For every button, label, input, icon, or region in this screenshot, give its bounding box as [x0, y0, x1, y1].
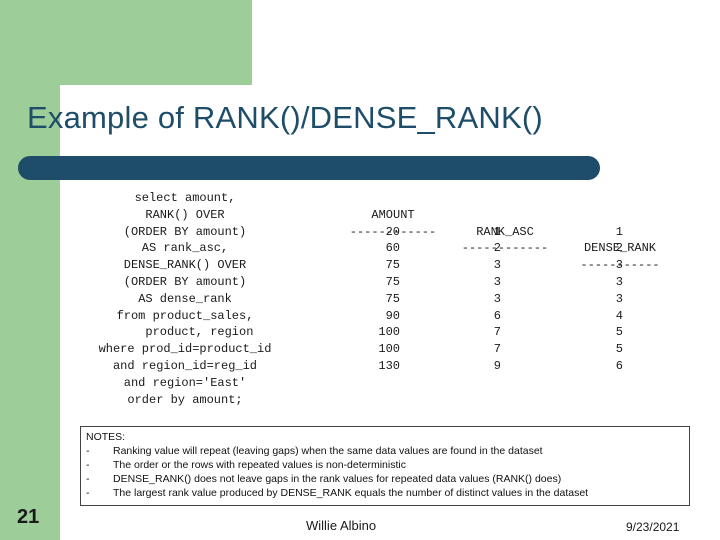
cell-dense-rank: 6	[615, 358, 623, 373]
sql-line: where prod_id=product_id	[98, 342, 272, 357]
footer-author: Willie Albino	[306, 518, 377, 533]
sql-line: (ORDER BY amount)	[123, 274, 247, 289]
sql-line: from product_sales,	[116, 308, 254, 323]
sql-line: and region='East'	[123, 375, 247, 390]
cell-rank-asc: 3	[493, 258, 501, 273]
note-text: The order or the rows with repeated valu…	[113, 459, 406, 471]
table-row: 60 2 2	[345, 240, 623, 257]
table-row: 100 7 5	[345, 324, 623, 341]
note-bullet: -	[86, 459, 90, 471]
note-text: DENSE_RANK() does not leave gaps in the …	[113, 473, 562, 485]
title-underline-bar	[18, 156, 600, 180]
separator-amount: ------------	[349, 224, 437, 239]
sql-line: AS dense_rank	[138, 291, 232, 306]
cell-rank-asc: 9	[493, 358, 501, 373]
cell-rank-asc: 2	[493, 241, 501, 256]
note-item: - The order or the rows with repeated val…	[86, 458, 689, 472]
notes-heading: NOTES:	[86, 431, 126, 443]
table-row: 130 9 6	[345, 358, 623, 375]
separator-rank-asc: ------------	[461, 241, 549, 256]
header-dense-rank: DENSE_RANK	[583, 241, 656, 256]
footer-date: 9/23/2021	[626, 520, 680, 534]
note-item: - Ranking value will repeat (leaving gaps…	[86, 444, 689, 458]
decorative-green-sidebar	[0, 85, 60, 540]
table-row: 90 6 4	[345, 308, 623, 325]
sql-line: and region_id=reg_id	[112, 358, 258, 373]
slide-title: Example of RANK()/DENSE_RANK()	[27, 100, 543, 135]
note-bullet: -	[86, 473, 90, 485]
table-row: 75 3 3	[345, 291, 623, 308]
sql-line: (ORDER BY amount)	[123, 224, 247, 239]
cell-amount: 60	[385, 241, 400, 256]
cell-rank-asc: 3	[493, 291, 501, 306]
cell-rank-asc: 6	[493, 308, 501, 323]
note-text: The largest rank value produced by DENSE…	[113, 487, 589, 499]
sql-line: RANK() OVER	[145, 207, 225, 222]
notes-box: NOTES: - Ranking value will repeat (leavi…	[80, 426, 690, 506]
table-row: 100 7 5	[345, 341, 623, 358]
cell-amount: 100	[378, 342, 400, 357]
sql-line: AS rank_asc,	[141, 241, 229, 256]
note-text: Ranking value will repeat (leaving gaps)…	[113, 445, 543, 457]
cell-dense-rank: 2	[615, 241, 623, 256]
slide-number: 21	[17, 506, 40, 528]
sql-line: product, region	[116, 325, 254, 340]
sql-line: DENSE_RANK() OVER	[123, 258, 247, 273]
cell-dense-rank: 5	[615, 342, 623, 357]
note-item: - The largest rank value produced by DENS…	[86, 486, 689, 500]
query-results-table: AMOUNT RANK_ASC DENSE_RANK ------------ …	[345, 190, 660, 375]
cell-amount: 90	[385, 308, 400, 323]
cell-amount: 100	[378, 325, 400, 340]
cell-rank-asc: 3	[493, 274, 501, 289]
cell-dense-rank: 3	[615, 291, 623, 306]
note-item: - DENSE_RANK() does not leave gaps in the…	[86, 472, 689, 486]
table-row: 75 3 3	[345, 257, 623, 274]
table-row: 75 3 3	[345, 274, 623, 291]
cell-rank-asc: 1	[493, 224, 501, 239]
decorative-green-block	[0, 0, 252, 85]
cell-amount: 75	[385, 258, 400, 273]
note-bullet: -	[86, 487, 90, 499]
sql-line: select amount,	[134, 191, 236, 205]
cell-dense-rank: 4	[615, 308, 623, 323]
results-header-row: AMOUNT RANK_ASC DENSE_RANK	[345, 190, 656, 256]
table-row: 20 1 1	[345, 224, 623, 241]
cell-amount: 130	[378, 358, 400, 373]
sql-query-code: select amount, RANK() OVER (ORDER BY amoun…	[60, 190, 310, 408]
cell-dense-rank: 3	[615, 258, 623, 273]
cell-rank-asc: 7	[493, 325, 501, 340]
header-rank-asc: RANK_ASC	[476, 224, 534, 239]
cell-dense-rank: 1	[615, 224, 623, 239]
header-amount: AMOUNT	[371, 207, 415, 222]
cell-amount: 75	[385, 274, 400, 289]
cell-dense-rank: 5	[615, 325, 623, 340]
sql-line: order by amount;	[127, 392, 243, 407]
note-bullet: -	[86, 445, 90, 457]
cell-amount: 75	[385, 291, 400, 306]
results-separator-row: ------------ ------------ -----------	[345, 207, 660, 273]
cell-rank-asc: 7	[493, 342, 501, 357]
separator-dense-rank: -----------	[580, 258, 660, 273]
cell-amount: 20	[385, 224, 400, 239]
cell-dense-rank: 3	[615, 274, 623, 289]
